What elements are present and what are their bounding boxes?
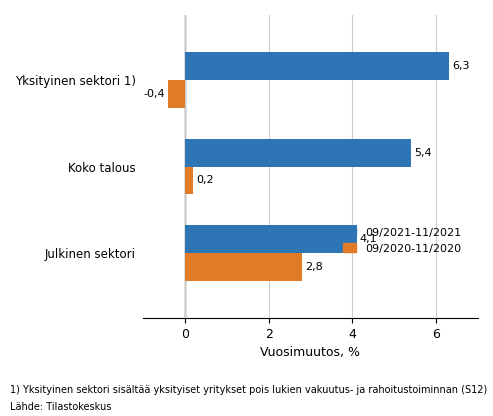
- Bar: [185, 225, 356, 253]
- Text: 4,1: 4,1: [360, 234, 378, 244]
- Text: 5,4: 5,4: [414, 148, 432, 158]
- Legend: 09/2021-11/2021, 09/2020-11/2020: 09/2021-11/2021, 09/2020-11/2020: [339, 223, 466, 258]
- Bar: [185, 253, 302, 281]
- Text: 2,8: 2,8: [306, 262, 323, 272]
- X-axis label: Vuosimuutos, %: Vuosimuutos, %: [260, 347, 360, 359]
- Text: 0,2: 0,2: [197, 176, 214, 186]
- Bar: [168, 80, 185, 108]
- Text: Lähde: Tilastokeskus: Lähde: Tilastokeskus: [10, 402, 111, 412]
- Bar: [185, 52, 449, 80]
- Bar: [185, 166, 193, 194]
- Text: 6,3: 6,3: [452, 61, 469, 71]
- Bar: [185, 139, 411, 166]
- Text: -0,4: -0,4: [143, 89, 165, 99]
- Text: 1) Yksityinen sektori sisältää yksityiset yritykset pois lukien vakuutus- ja rah: 1) Yksityinen sektori sisältää yksityise…: [10, 385, 487, 395]
